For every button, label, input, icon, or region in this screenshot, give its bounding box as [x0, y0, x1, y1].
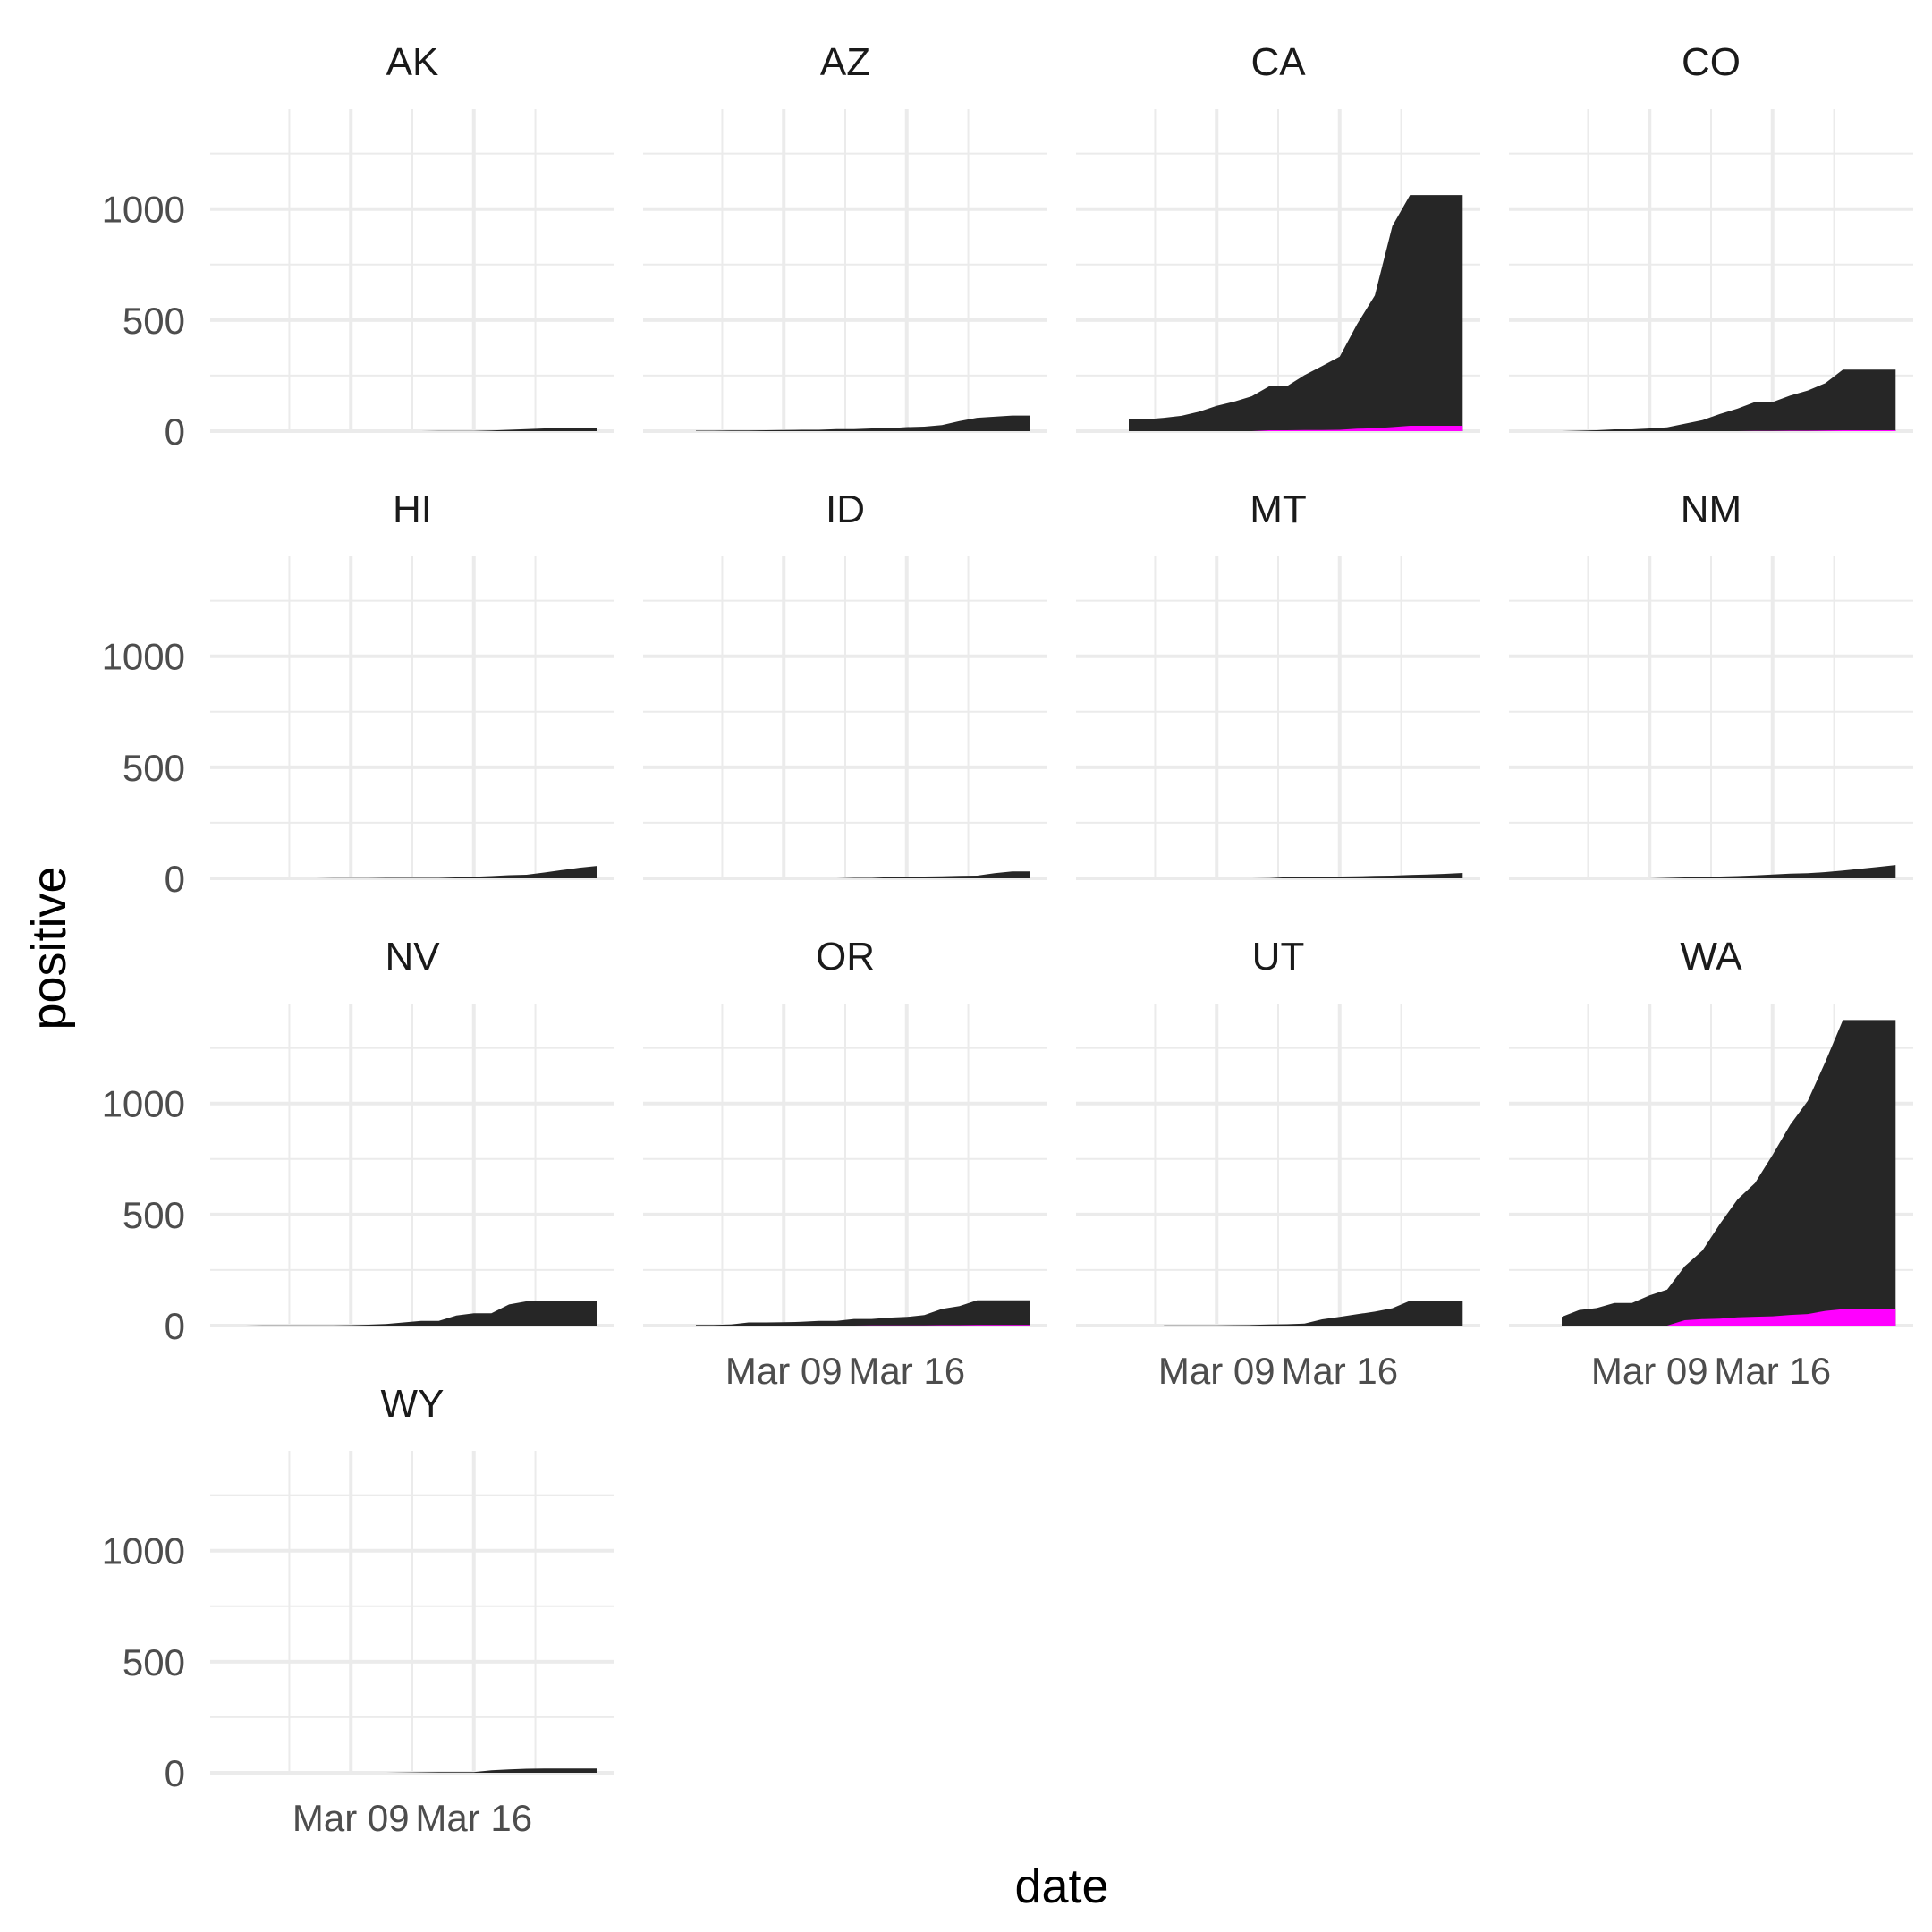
x-tick-label: Mar 16: [1281, 1350, 1398, 1392]
facet-label: HI: [393, 487, 432, 531]
y-tick-label: 0: [165, 1752, 185, 1794]
area-positive-hi: [298, 866, 597, 878]
facet-panel-hi: HI 0 500 1000: [102, 487, 614, 900]
area-positive-nv: [227, 1301, 597, 1326]
facet-panel-wy: WY 0 500 1000 Mar 09 Mar 16: [102, 1382, 614, 1839]
area-deaths-ca: [1129, 426, 1463, 431]
y-tick-label: 0: [165, 411, 185, 453]
area-deaths-wa: [1562, 1309, 1896, 1326]
facet-panel-ca: CA: [1076, 40, 1480, 433]
x-tick-label: Mar 09: [292, 1797, 410, 1839]
facet-label: NV: [385, 935, 440, 979]
area-positive-id: [836, 871, 1030, 878]
facet-label: OR: [816, 935, 875, 979]
x-tick-label: Mar 09: [1158, 1350, 1275, 1392]
y-tick-label: 1000: [102, 636, 185, 678]
area-positive-mt: [1251, 873, 1463, 878]
y-tick-label: 0: [165, 1305, 185, 1347]
y-tick-label: 500: [123, 1194, 185, 1236]
area-positive-wy: [386, 1768, 597, 1773]
x-tick-label: Mar 16: [415, 1797, 532, 1839]
area-positive-az: [696, 415, 1030, 431]
y-axis-title: positive: [22, 866, 76, 1030]
facet-panel-id: ID: [643, 487, 1047, 880]
facet-label: ID: [826, 487, 865, 531]
facet-label: CO: [1682, 40, 1741, 84]
facet-label: MT: [1250, 487, 1307, 531]
facet-panel-co: CO: [1509, 40, 1913, 433]
facet-label: WA: [1680, 935, 1742, 979]
area-positive-co: [1562, 369, 1896, 431]
area-positive-wa: [1562, 1020, 1896, 1326]
y-tick-label: 1000: [102, 189, 185, 231]
facet-panel-wa: WA Mar 09 Mar 16: [1509, 935, 1913, 1392]
facet-panel-ak: AK 0 500 1000: [102, 40, 614, 453]
x-tick-label: Mar 09: [1591, 1350, 1708, 1392]
area-positive-or: [696, 1300, 1030, 1326]
facet-label: AZ: [820, 40, 870, 84]
area-positive-nm: [1649, 865, 1896, 878]
area-positive-ca: [1129, 195, 1463, 431]
area-deaths-or: [696, 1325, 1030, 1326]
facet-label: CA: [1250, 40, 1306, 84]
facet-label: AK: [386, 40, 439, 84]
facet-label: WY: [381, 1382, 445, 1426]
y-tick-label: 500: [123, 300, 185, 342]
area-positive-ut: [1164, 1301, 1463, 1326]
facet-panels: AK 0 500 1000 AZ CA CO HI 0 500 1000 ID MT NM NV 0 500 10…: [102, 40, 1913, 1839]
facet-panel-mt: MT: [1076, 487, 1480, 880]
area-positive-ak: [368, 428, 597, 431]
y-tick-label: 0: [165, 858, 185, 900]
facet-panel-nm: NM: [1509, 487, 1913, 880]
y-tick-label: 500: [123, 1641, 185, 1683]
y-tick-label: 1000: [102, 1530, 185, 1572]
facet-panel-az: AZ: [643, 40, 1047, 433]
facet-panel-nv: NV 0 500 1000: [102, 935, 614, 1347]
facet-panel-ut: UT Mar 09 Mar 16: [1076, 935, 1480, 1392]
x-tick-label: Mar 16: [848, 1350, 965, 1392]
x-tick-label: Mar 16: [1714, 1350, 1831, 1392]
x-tick-label: Mar 09: [725, 1350, 843, 1392]
y-tick-label: 1000: [102, 1083, 185, 1125]
area-deaths-co: [1562, 430, 1896, 431]
facet-panel-or: OR Mar 09 Mar 16: [643, 935, 1047, 1392]
facet-label: NM: [1681, 487, 1741, 531]
x-axis-title: date: [1014, 1860, 1108, 1913]
facet-label: UT: [1252, 935, 1305, 979]
y-tick-label: 500: [123, 747, 185, 789]
